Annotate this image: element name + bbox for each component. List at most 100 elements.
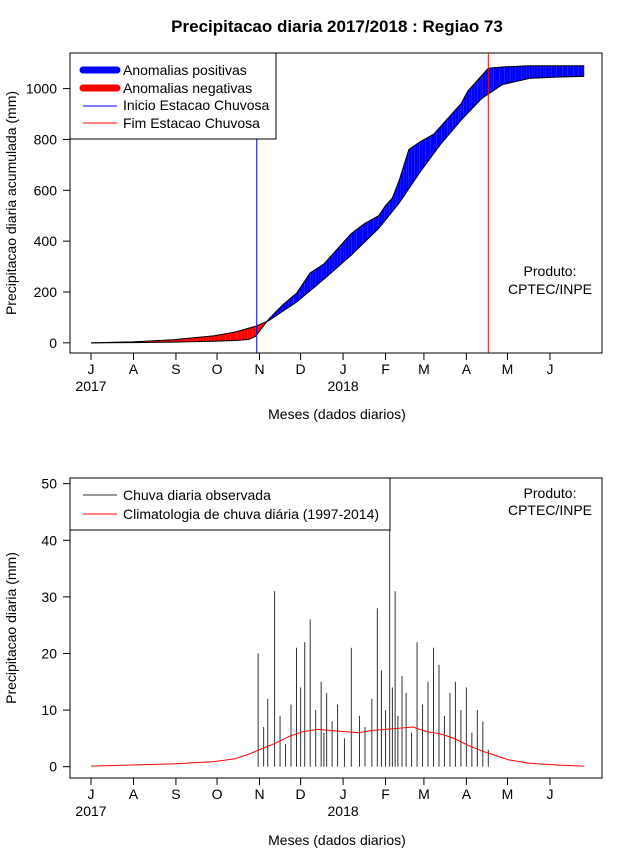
negative-anomaly-segment — [228, 332, 231, 341]
x-tick-label: M — [418, 786, 430, 802]
positive-anomaly-segment — [312, 269, 316, 289]
anomaly-fills — [91, 65, 585, 343]
x-tick-label: S — [171, 786, 180, 802]
negative-anomaly-segment — [181, 338, 185, 342]
positive-anomaly-segment — [485, 68, 489, 96]
positive-anomaly-segment — [438, 125, 442, 147]
positive-anomaly-segment — [370, 218, 374, 237]
positive-anomaly-segment — [493, 67, 497, 91]
climatology-accumulated-line — [90, 75, 585, 344]
positive-anomaly-segment — [301, 281, 305, 298]
x-tick-label: M — [502, 361, 514, 377]
x-tick-label: M — [418, 361, 430, 377]
positive-anomaly-segment — [392, 190, 396, 212]
y-axis-label: Precipitacao diaria acumulada (mm) — [3, 91, 19, 315]
negative-anomaly-segment — [217, 334, 220, 342]
annotation-cptec: CPTEC/INPE — [508, 281, 592, 297]
negative-anomaly-segment — [222, 333, 226, 341]
positive-anomaly-segment — [321, 264, 324, 282]
positive-anomaly-segment — [575, 65, 579, 77]
positive-anomaly-segment — [417, 141, 420, 177]
positive-anomaly-segment — [381, 207, 385, 226]
y-tick-label: 10 — [41, 702, 57, 718]
positive-anomaly-segment — [351, 231, 355, 256]
positive-anomaly-segment — [365, 221, 368, 242]
positive-anomaly-segment — [441, 122, 445, 143]
positive-anomaly-segment — [515, 66, 519, 82]
negative-anomaly-segment — [219, 334, 223, 342]
positive-anomaly-segment — [458, 103, 461, 124]
x-tick-label: A — [129, 361, 139, 377]
y-tick-label: 50 — [41, 476, 57, 492]
positive-anomaly-segment — [578, 65, 582, 77]
positive-anomaly-segment — [375, 215, 379, 232]
positive-anomaly-segment — [452, 109, 456, 131]
positive-anomaly-segment — [463, 93, 467, 118]
x-year-label: 2018 — [328, 803, 359, 819]
x-tick-label: O — [212, 786, 223, 802]
negative-anomaly-segment — [197, 337, 201, 342]
x-tick-label: J — [88, 361, 95, 377]
negative-anomaly-segment — [238, 330, 242, 341]
positive-anomaly-segment — [548, 65, 552, 78]
y-tick-label: 800 — [34, 131, 58, 147]
positive-anomaly-segment — [523, 65, 527, 80]
x-year-label: 2017 — [75, 378, 106, 394]
positive-anomaly-segment — [570, 65, 574, 77]
x-axis-label: Meses (dados diarios) — [268, 832, 406, 848]
legend: Anomalias positivas Anomalias negativas … — [69, 52, 277, 140]
x-tick-label: F — [381, 786, 390, 802]
y-tick-label: 20 — [41, 645, 57, 661]
positive-anomaly-segment — [534, 65, 538, 79]
x-tick-label: N — [254, 361, 264, 377]
x-tick-label: S — [171, 361, 180, 377]
accumulated-lines — [90, 53, 585, 353]
positive-anomaly-segment — [288, 297, 292, 308]
positive-anomaly-segment — [422, 138, 426, 169]
legend: Chuva diaria observada Climatologia de c… — [69, 477, 391, 531]
x-tick-label: J — [546, 786, 553, 802]
daily-rain-bars — [257, 489, 489, 767]
legend-label-end: Fim Estacao Chuvosa — [123, 115, 260, 131]
x-tick-label: D — [296, 786, 306, 802]
positive-anomaly-segment — [532, 65, 535, 79]
positive-anomaly-segment — [403, 158, 407, 197]
positive-anomaly-segment — [460, 98, 464, 121]
positive-anomaly-segment — [310, 271, 313, 291]
positive-anomaly-segment — [567, 65, 571, 77]
positive-anomaly-segment — [471, 83, 475, 109]
accumulated-chart: Precipitacao diaria 2017/2018 : Regiao 7… — [3, 17, 603, 422]
positive-anomaly-segment — [540, 65, 544, 78]
positive-anomaly-segment — [491, 67, 494, 93]
positive-anomaly-segment — [573, 65, 576, 77]
legend-box — [69, 477, 391, 531]
x-tick-label: A — [462, 361, 472, 377]
negative-anomaly-segment — [225, 333, 228, 341]
annotation-produto: Produto: — [524, 263, 577, 279]
positive-anomaly-segment — [408, 147, 412, 189]
positive-anomaly-segment — [326, 257, 330, 277]
x-tick-label: J — [340, 786, 347, 802]
negative-anomaly-segment — [241, 329, 245, 341]
negative-anomaly-segment — [252, 326, 256, 338]
positive-anomaly-segment — [315, 267, 319, 287]
negative-anomaly-segment — [206, 336, 209, 342]
y-axis-label: Precipitacao diaria (mm) — [3, 552, 19, 704]
x-tick-label: J — [546, 361, 553, 377]
positive-anomaly-segment — [507, 66, 511, 84]
y-tick-label: 600 — [34, 182, 58, 198]
negative-anomaly-segment — [178, 338, 182, 342]
y-tick-label: 400 — [34, 233, 58, 249]
positive-anomaly-segment — [430, 134, 434, 158]
positive-anomaly-segment — [502, 66, 505, 85]
positive-anomaly-segment — [323, 260, 327, 280]
x-year-label: 2017 — [75, 803, 106, 819]
negative-anomaly-segment — [186, 338, 190, 342]
positive-anomaly-segment — [406, 149, 409, 193]
positive-anomaly-segment — [354, 229, 357, 253]
chart-title: Precipitacao diaria 2017/2018 : Regiao 7… — [171, 17, 503, 36]
x-tick-label: N — [254, 786, 264, 802]
positive-anomaly-segment — [343, 239, 346, 263]
positive-anomaly-segment — [384, 204, 387, 222]
